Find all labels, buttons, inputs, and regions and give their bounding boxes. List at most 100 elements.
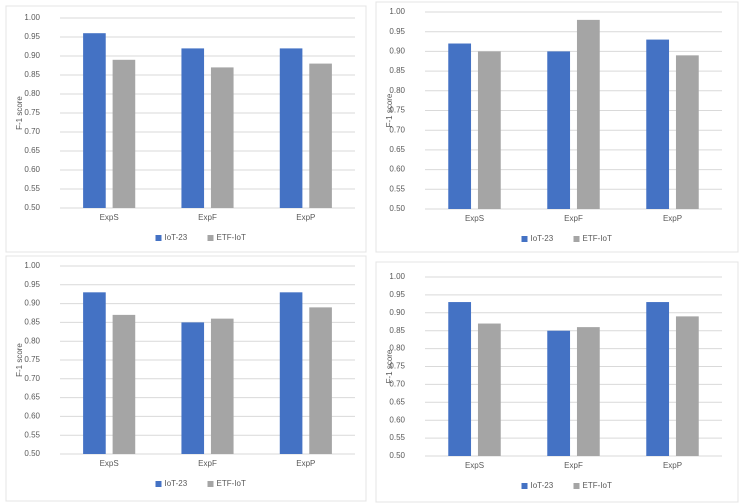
bar: [210, 67, 234, 209]
legend-label: IoT-23: [165, 233, 188, 242]
y-tick-label: 0.95: [389, 27, 405, 36]
y-tick-label: 0.75: [24, 355, 40, 364]
y-tick-label: 0.55: [24, 430, 40, 439]
chart-panel: 0.50 0.55 0.60 0.65 0.70 0.75 0.80 0.85 0.90 0.95…: [375, 1, 739, 253]
y-tick-label: 0.85: [24, 318, 40, 327]
x-tick-label: ExpP: [296, 459, 315, 468]
y-tick-label: 0.70: [389, 125, 405, 134]
legend-swatch: [207, 481, 214, 487]
x-tick-label: ExpP: [296, 213, 315, 222]
bar: [448, 302, 472, 456]
y-tick-label: 0.55: [389, 433, 405, 442]
y-tick-label: 0.80: [389, 86, 405, 95]
y-tick-label: 0.60: [389, 165, 405, 174]
legend-swatch: [521, 483, 528, 489]
y-axis-label: F-1 score: [15, 343, 24, 377]
y-tick-label: 0.95: [24, 280, 40, 289]
bar: [576, 327, 600, 456]
y-tick-label: 0.85: [389, 326, 405, 335]
x-tick-label: ExpS: [465, 461, 484, 470]
bar: [112, 314, 136, 454]
x-tick-label: ExpP: [663, 461, 682, 470]
bar: [181, 322, 205, 454]
y-tick-label: 0.50: [389, 451, 405, 460]
y-axis-label: F-1 score: [15, 96, 24, 130]
bar: [477, 51, 501, 210]
y-tick-label: 0.90: [389, 308, 405, 317]
y-tick-label: 0.90: [389, 47, 405, 56]
legend-swatch: [573, 236, 580, 242]
y-tick-label: 1.00: [24, 13, 40, 22]
legend-swatch: [521, 236, 528, 242]
y-axis-label: F-1 score: [385, 349, 394, 383]
y-tick-label: 0.65: [389, 145, 405, 154]
bar: [448, 43, 472, 209]
bar: [646, 302, 670, 456]
x-tick-label: ExpF: [198, 213, 217, 222]
bar: [309, 307, 332, 454]
bar: [83, 292, 106, 454]
x-tick-label: ExpF: [564, 214, 583, 223]
legend-swatch: [207, 235, 214, 241]
chart-panel: 0.50 0.55 0.60 0.65 0.70 0.75 0.80 0.85 0.90 0.95…: [375, 261, 739, 503]
chart-panel: 0.50 0.55 0.60 0.65 0.70 0.75 0.80 0.85 0.90 0.95…: [5, 5, 367, 253]
bar: [547, 330, 571, 456]
legend-label: ETF-IoT: [217, 233, 246, 242]
y-tick-label: 0.50: [24, 449, 40, 458]
bar: [675, 55, 699, 210]
legend-label: ETF-IoT: [217, 479, 246, 488]
y-tick-label: 0.85: [389, 66, 405, 75]
bar: [210, 318, 234, 454]
bar: [112, 59, 136, 208]
bar: [279, 292, 303, 454]
bar: [279, 48, 303, 209]
y-tick-label: 0.65: [24, 146, 40, 155]
y-tick-label: 0.60: [24, 165, 40, 174]
legend-swatch: [573, 483, 580, 489]
x-tick-label: ExpF: [564, 461, 583, 470]
x-tick-label: ExpP: [663, 214, 682, 223]
legend-swatch: [155, 235, 162, 241]
bar: [576, 19, 600, 209]
bar: [477, 323, 501, 456]
y-tick-label: 0.80: [24, 336, 40, 345]
y-tick-label: 0.75: [24, 108, 40, 117]
y-tick-label: 1.00: [389, 7, 405, 16]
y-tick-label: 0.95: [24, 32, 40, 41]
y-tick-label: 0.95: [389, 290, 405, 299]
y-tick-label: 0.55: [24, 184, 40, 193]
y-tick-label: 0.65: [389, 397, 405, 406]
bar: [83, 33, 106, 209]
y-tick-label: 1.00: [24, 261, 40, 270]
chart-panel: 0.50 0.55 0.60 0.65 0.70 0.75 0.80 0.85 0.90 0.95…: [5, 255, 367, 502]
y-tick-label: 0.75: [389, 362, 405, 371]
legend-label: IoT-23: [531, 481, 554, 490]
x-tick-label: ExpS: [100, 459, 119, 468]
y-tick-label: 0.60: [389, 415, 405, 424]
y-tick-label: 0.80: [389, 344, 405, 353]
bar: [309, 63, 332, 208]
y-tick-label: 0.70: [24, 374, 40, 383]
y-tick-label: 0.75: [389, 106, 405, 115]
legend-swatch: [155, 481, 162, 487]
y-tick-label: 0.70: [389, 380, 405, 389]
y-tick-label: 0.85: [24, 70, 40, 79]
legend-label: IoT-23: [165, 479, 188, 488]
y-tick-label: 0.70: [24, 127, 40, 136]
y-tick-label: 0.50: [389, 204, 405, 213]
bar: [646, 39, 670, 209]
y-tick-label: 0.80: [24, 89, 40, 98]
x-tick-label: ExpS: [100, 213, 119, 222]
y-tick-label: 0.50: [24, 203, 40, 212]
x-tick-label: ExpF: [198, 459, 217, 468]
legend-label: ETF-IoT: [583, 234, 612, 243]
y-axis-label: F-1 score: [385, 93, 394, 127]
bar: [675, 316, 699, 456]
bar: [547, 51, 571, 210]
y-tick-label: 0.60: [24, 412, 40, 421]
y-tick-label: 0.90: [24, 299, 40, 308]
legend-label: IoT-23: [531, 234, 554, 243]
bar: [181, 48, 205, 209]
x-tick-label: ExpS: [465, 214, 484, 223]
